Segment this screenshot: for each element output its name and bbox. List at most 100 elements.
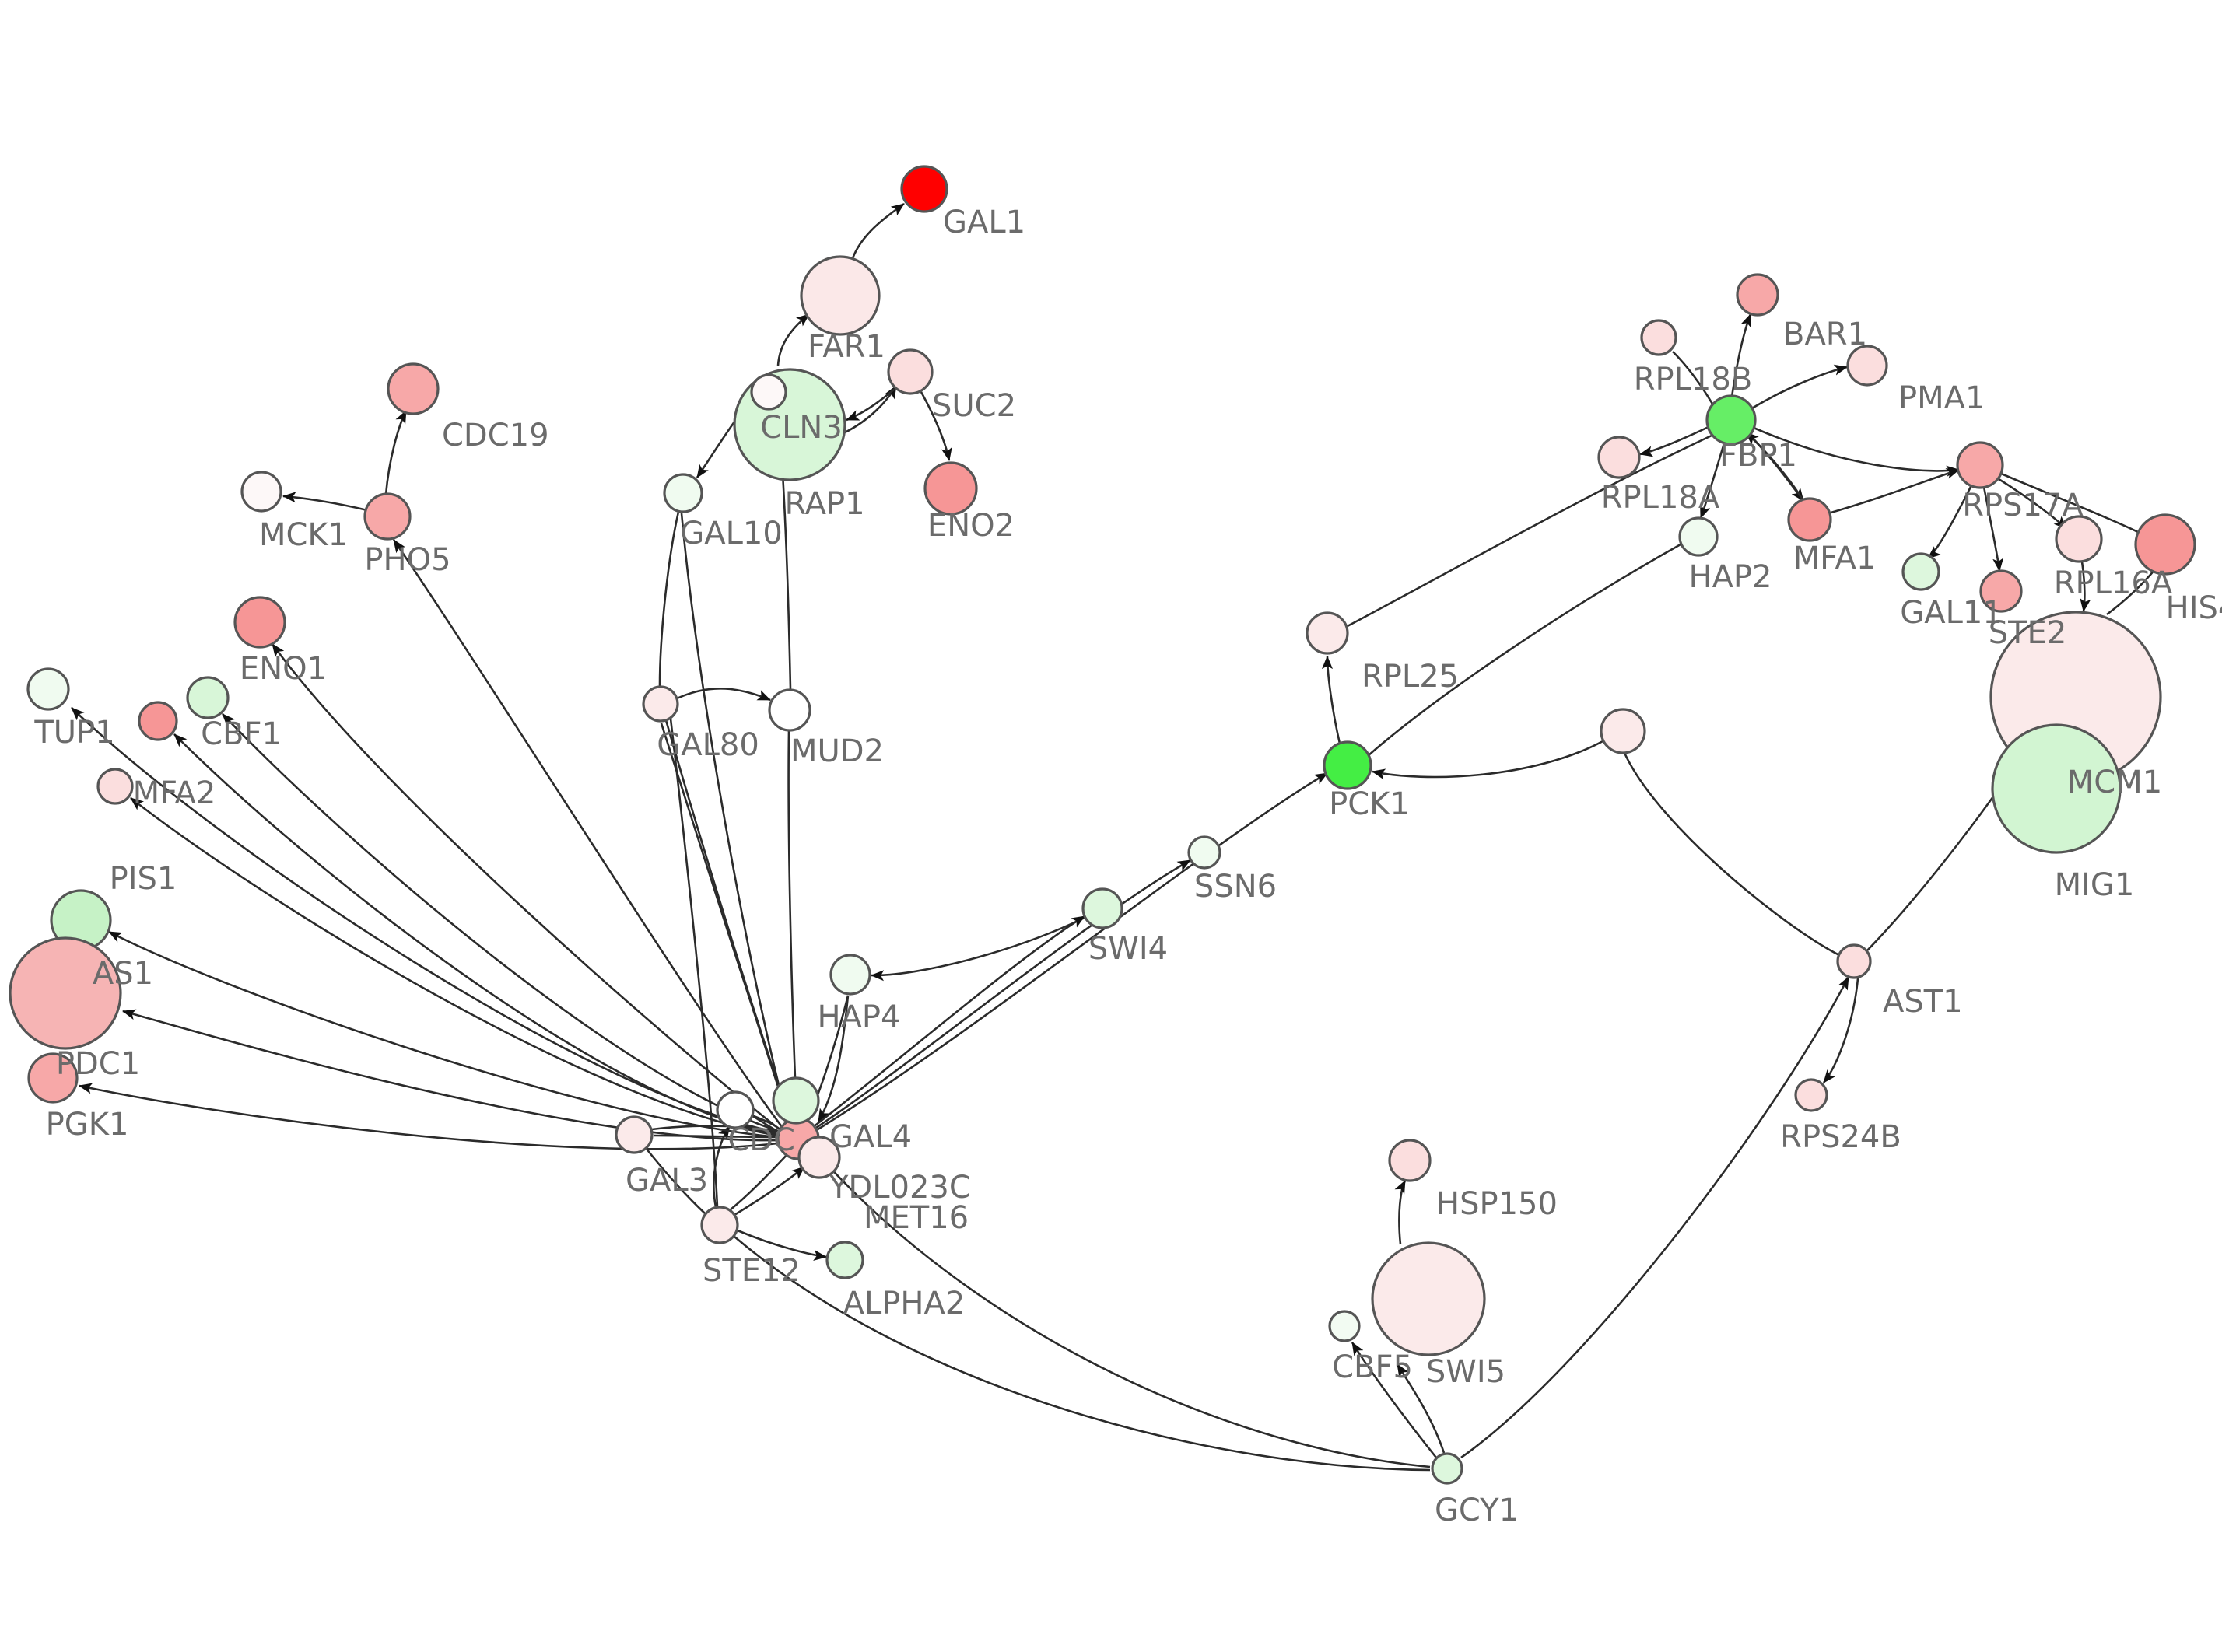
node-eno1[interactable] bbox=[233, 596, 286, 649]
edge-gal4-to-ssn6[interactable] bbox=[813, 859, 1191, 1131]
edge-gal4-to-swi4[interactable] bbox=[811, 915, 1085, 1129]
node-far1[interactable] bbox=[800, 255, 881, 336]
node-gal10[interactable] bbox=[663, 473, 703, 513]
edge-gal4-to-pho5[interactable] bbox=[392, 539, 784, 1129]
node-rps24b[interactable] bbox=[1794, 1078, 1828, 1112]
edge-gal80-to-mud2[interactable] bbox=[676, 688, 771, 702]
node-rpl18b[interactable] bbox=[1640, 319, 1677, 356]
node-cbf1[interactable] bbox=[186, 676, 230, 719]
edge-gal4-to-pdc1[interactable] bbox=[121, 1009, 779, 1142]
node-pck1[interactable] bbox=[1323, 740, 1372, 790]
node-rap1[interactable] bbox=[750, 373, 787, 411]
edge-gal80-to-gal4[interactable] bbox=[664, 719, 792, 1119]
node-unnamed1[interactable] bbox=[1600, 708, 1646, 754]
node-pdc1[interactable] bbox=[9, 936, 122, 1050]
edge-mfa1-to-rps17a[interactable] bbox=[1828, 468, 1960, 515]
node-tup1[interactable] bbox=[26, 667, 70, 711]
edge-rps17a-to-gal11[interactable] bbox=[1927, 485, 1973, 559]
node-rpl18a[interactable] bbox=[1597, 436, 1641, 479]
edge-unnamed1-to-ast1[interactable] bbox=[1623, 752, 1840, 957]
edge-fbp1-to-rpl18a[interactable] bbox=[1638, 425, 1711, 457]
edge-gal4-to-eno1[interactable] bbox=[271, 643, 780, 1131]
edge-rps17a-to-ste2[interactable] bbox=[1982, 486, 2004, 572]
edge-swi5-to-hsp150[interactable] bbox=[1394, 1180, 1407, 1245]
node-hap4[interactable] bbox=[829, 954, 871, 996]
node-fbp1[interactable] bbox=[1705, 394, 1757, 446]
node-alpha2[interactable] bbox=[825, 1241, 864, 1279]
edge-gal4-to-pck1[interactable] bbox=[815, 772, 1328, 1132]
edge-his4-to-mcm1[interactable] bbox=[2106, 569, 2156, 616]
node-bar1[interactable] bbox=[1736, 273, 1779, 317]
edge-gal80-to-ste12[interactable] bbox=[669, 718, 719, 1208]
edge-ste12-to-gal3[interactable] bbox=[644, 1147, 706, 1214]
edge-pck1-to-rpl25[interactable] bbox=[1321, 655, 1341, 744]
node-gal11b[interactable] bbox=[772, 1076, 820, 1125]
node-suc2[interactable] bbox=[887, 348, 934, 395]
edge-gal4-to-cbf1[interactable] bbox=[222, 713, 779, 1132]
edge-ste12-to-alpha2[interactable] bbox=[737, 1229, 828, 1261]
edge-fbp1-to-rps17a[interactable] bbox=[1753, 426, 1961, 477]
node-pho5[interactable] bbox=[363, 492, 412, 541]
edge-ste12-to-gcy1[interactable] bbox=[734, 1236, 1431, 1472]
node-gal11[interactable] bbox=[1901, 552, 1940, 591]
edge-ste12-to-cdc28[interactable] bbox=[713, 1125, 731, 1208]
edge-gal4-to-gas1[interactable] bbox=[108, 930, 779, 1139]
node-gcy1[interactable] bbox=[1431, 1452, 1463, 1485]
edge-fbp1-to-pma1[interactable] bbox=[1750, 364, 1849, 411]
node-pma1[interactable] bbox=[1846, 345, 1888, 387]
edge-gal4-to-pgk1[interactable] bbox=[78, 1083, 779, 1150]
node-gal1[interactable] bbox=[900, 165, 948, 213]
node-cbf5[interactable] bbox=[1328, 1310, 1361, 1342]
node-cdc19[interactable] bbox=[387, 362, 440, 415]
node-his4[interactable] bbox=[2134, 513, 2196, 576]
node-mck1[interactable] bbox=[240, 471, 282, 513]
edge-fbp1-to-bar1[interactable] bbox=[1730, 313, 1752, 397]
node-mud2[interactable] bbox=[768, 688, 811, 732]
edge-gal4-to-gcy1[interactable] bbox=[813, 1149, 1431, 1468]
edge-rpl16a-to-mcm1[interactable] bbox=[2080, 561, 2091, 613]
edge-gal4-to-mfa2[interactable] bbox=[173, 733, 779, 1136]
node-gal80[interactable] bbox=[642, 685, 679, 723]
edge-gcy1-to-ast1[interactable] bbox=[1460, 976, 1850, 1459]
edge-gal10-to-gal80[interactable] bbox=[658, 511, 680, 687]
edge-hap4-to-gal4[interactable] bbox=[817, 995, 850, 1122]
node-mfa2[interactable] bbox=[138, 701, 178, 741]
node-pis1[interactable] bbox=[96, 768, 134, 805]
edge-swi4-to-hap4[interactable] bbox=[870, 916, 1085, 982]
node-ydl023c[interactable] bbox=[797, 1136, 841, 1179]
edge-gal4-to-gal3[interactable] bbox=[653, 1134, 779, 1139]
node-ste12[interactable] bbox=[700, 1206, 739, 1244]
edge-gal4-to-gal10[interactable] bbox=[680, 513, 789, 1119]
node-rps17a[interactable] bbox=[1956, 441, 2004, 489]
edge-cln3-to-far1[interactable] bbox=[776, 313, 810, 366]
node-cdc28[interactable] bbox=[716, 1090, 755, 1129]
edge-rps17a-to-his4[interactable] bbox=[1999, 471, 2142, 535]
edge-ste12-to-gal4[interactable] bbox=[729, 1149, 793, 1212]
edge-gal4-to-tup1[interactable] bbox=[71, 707, 779, 1134]
edge-mud2-to-gal4[interactable] bbox=[787, 730, 802, 1117]
node-ssn6[interactable] bbox=[1187, 835, 1221, 870]
node-pgk1[interactable] bbox=[27, 1052, 79, 1104]
node-swi5[interactable] bbox=[1371, 1241, 1486, 1356]
edge-ast1-to-rps24b[interactable] bbox=[1822, 978, 1859, 1083]
node-mig1[interactable] bbox=[1991, 723, 2122, 854]
node-rpl25[interactable] bbox=[1306, 611, 1349, 655]
edge-gcy1-to-swi5[interactable] bbox=[1396, 1363, 1446, 1454]
edge-suc2-to-eno2[interactable] bbox=[920, 391, 952, 462]
node-mfa1[interactable] bbox=[1787, 497, 1832, 542]
edge-fbp1-to-rpl25[interactable] bbox=[1345, 434, 1712, 628]
edge-far1-to-gal1[interactable] bbox=[851, 202, 905, 259]
edge-suc2-to-cln3[interactable] bbox=[846, 388, 895, 422]
node-hsp150[interactable] bbox=[1388, 1139, 1432, 1182]
edge-pho5-to-mck1[interactable] bbox=[282, 492, 368, 512]
edge-gcy1-to-cbf5[interactable] bbox=[1351, 1342, 1438, 1458]
node-eno2[interactable] bbox=[923, 461, 978, 516]
node-hap2[interactable] bbox=[1678, 516, 1719, 557]
edge-hap2-to-pck1[interactable] bbox=[1367, 543, 1681, 757]
edge-gal4-to-pis1[interactable] bbox=[130, 796, 779, 1137]
node-ste2[interactable] bbox=[1979, 569, 2023, 613]
node-rpl16a[interactable] bbox=[2055, 515, 2103, 563]
edge-ste12-to-ydl023c[interactable] bbox=[734, 1166, 805, 1216]
edge-mfa1-to-fbp1[interactable] bbox=[1745, 432, 1805, 502]
